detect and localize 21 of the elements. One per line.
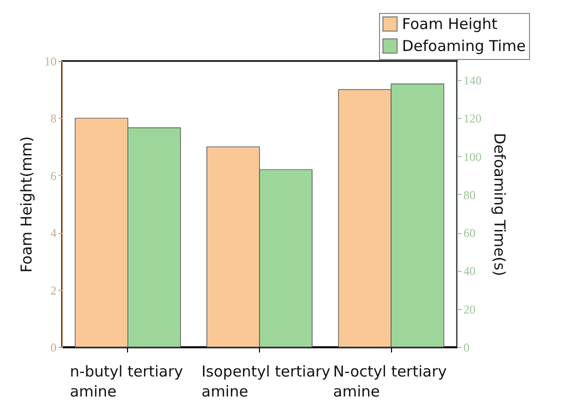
y-tick-label: 2	[50, 283, 56, 298]
x-tick-label: N-octyl tertiary amine	[333, 362, 447, 400]
legend-label: Defoaming Time	[402, 37, 526, 55]
y2-tick-label: 60	[464, 226, 476, 240]
y-tick-label: 0	[50, 340, 56, 354]
y2-tick-label: 0	[464, 340, 470, 354]
legend-label: Foam Height	[402, 15, 498, 33]
y2-tick-label: 120	[464, 112, 482, 126]
x-tick-label: n-butyl tertiary amine	[70, 362, 184, 400]
y-tick-label: 4	[50, 226, 56, 240]
y2-tick-label: 20	[464, 302, 476, 316]
y2-tick-label: 100	[464, 150, 482, 164]
y-tick-label: 8	[50, 112, 56, 126]
x-tick-label: Isopentyl tertiary amine	[202, 362, 331, 400]
y-tick-label: 6	[50, 168, 56, 183]
y2-tick-label: 40	[464, 264, 476, 278]
y2-tick-label: 140	[464, 74, 482, 88]
y-tick-label: 10	[44, 54, 56, 68]
y-axis-title: Foam Height(mm)	[18, 136, 36, 273]
y2-axis-title: Defoaming Time(s)	[490, 132, 508, 276]
y2-tick-label: 80	[464, 188, 476, 202]
